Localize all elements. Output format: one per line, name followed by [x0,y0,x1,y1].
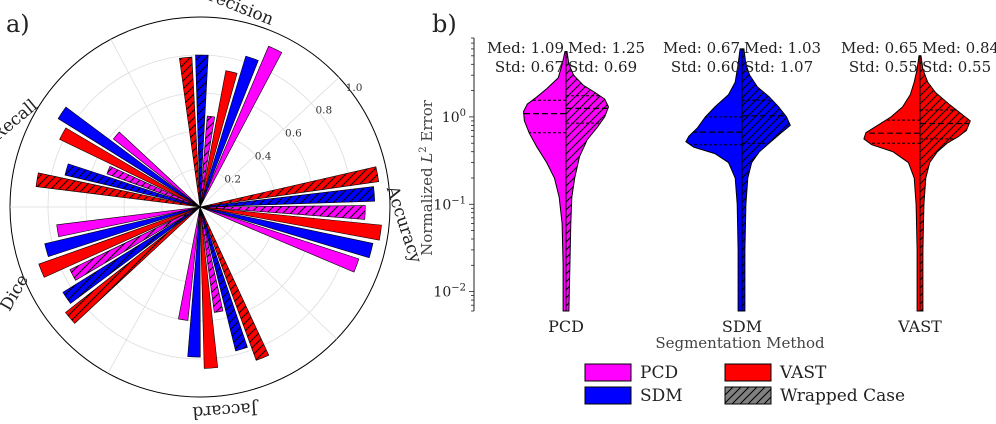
polar-bar-accuracy-pcd-wrapped-hatch [200,205,366,220]
polar-bar-precision-pcd-wrapped-hatch [200,116,215,207]
stat-sdm-normal-std: Std: 0.60 [671,58,740,76]
y-tick-label: 10−2 [433,283,466,301]
stat-pcd-wrapped-median: Med: 1.25 [568,39,645,57]
x-tick-label-sdm: SDM [722,317,762,336]
stat-pcd-normal-median: Med: 1.09 [487,39,564,57]
violin-chart: b) 100 10−1 10−2 Normalized L2 Error Segment… [418,10,996,406]
polar-spoke [199,77,340,208]
x-tick-label-pcd: PCD [548,317,584,336]
violins [522,48,971,312]
legend-swatch-pcd [584,363,632,382]
polar-bar-recall-sdm [57,106,201,208]
polar-bar-dice-pcd [56,206,201,238]
violin-vast-normal [863,55,921,312]
legend-label-vast: VAST [779,363,827,383]
y-axis-title: Normalized L2 Error [418,99,436,256]
polar-rtick-label: 0.4 [255,151,272,163]
panel-a-label: a) [6,10,30,38]
polar-spoke [107,206,201,374]
polar-bar-jaccard-pcd-wrapped-hatch [200,207,223,313]
polar-spoke [110,39,201,208]
legend-swatch-vast [724,363,772,382]
x-tick-label-vast: VAST [897,317,942,336]
legend: PCD SDM VAST Wrapped Case [584,363,905,406]
polar-bar-dice-sdm [44,206,201,257]
stat-pcd-normal-std: Std: 0.67 [495,58,564,76]
polar-bar-accuracy-sdm-wrapped-hatch [200,186,375,207]
polar-rtick-label: 1.0 [346,82,363,94]
polar-radial-ticks: 0.2 0.4 0.6 0.8 1.0 [224,82,362,186]
polar-rtick-label: 0.8 [315,105,332,117]
polar-bar-jaccard-vast-wrapped-hatch [200,207,269,361]
x-axis-title: Segmentation Method [655,334,825,352]
polar-bar-dice-vast [38,206,201,278]
polar-bar-dice-vast-wrapped-hatch [65,207,201,324]
polar-bar-accuracy-pcd [199,206,360,273]
violin-axes: 100 10−1 10−2 Normalized L2 Error Segmentati… [418,37,942,352]
polar-metric-label-precision: Precision [195,0,277,30]
stat-vast-wrapped-median: Med: 0.84 [922,39,996,57]
polar-bar-jaccard-sdm-wrapped-hatch [200,207,248,351]
stat-pcd-wrapped-std: Std: 0.69 [568,58,637,76]
polar-bar-accuracy-vast [199,206,382,241]
polar-bar-jaccard-vast [199,206,219,369]
violin-pcd-normal [522,51,567,312]
stat-sdm-normal-median: Med: 0.67 [663,39,740,57]
polar-bar-accuracy-vast-wrapped-hatch [200,166,379,207]
stat-sdm-wrapped-std: Std: 1.07 [744,58,813,76]
polar-chart: a) 0.20.40.60.81.0 PrecisionAccuracyJacc… [0,0,426,422]
violin-sdm-wrapped-hatch [742,48,791,312]
polar-rtick-label: 0.2 [224,173,241,185]
violin-vast-wrapped-hatch [920,55,971,311]
polar-bar-recall-pcd [112,131,201,208]
polar-bar-jaccard-sdm [187,206,201,358]
polar-bar-accuracy-sdm [199,206,374,259]
polar-bar-recall-vast-wrapped-hatch [36,172,200,207]
polar-bar-precision-vast [199,70,238,208]
polar-bar-dice-sdm-wrapped-hatch [62,207,201,304]
polar-bar-precision-sdm-wrapped-hatch [195,55,209,207]
legend-label-sdm: SDM [640,386,683,406]
polar-bar-precision-pcd [199,45,283,208]
legend-label-wrapped-case: Wrapped Case [780,386,905,406]
polar-spoke [199,206,337,340]
polar-bar-precision-vast-wrapped-hatch [179,57,200,207]
polar-metric-label-dice: Dice [0,271,33,314]
polar-bar-jaccard-pcd [178,206,201,321]
stat-vast-normal-std: Std: 0.55 [849,58,918,76]
polar-bar-recall-pcd-wrapped-hatch [106,166,200,207]
polar-metric-label-recall: Recall [0,96,42,146]
panel-b-label: b) [432,10,457,38]
legend-swatch-hatch [725,387,771,404]
y-tick-label: 100 [442,108,466,126]
polar-metric-label-jaccard: Jaccard [192,398,260,423]
violin-sdm-normal [685,48,743,312]
stat-vast-wrapped-std: Std: 0.55 [922,58,991,76]
legend-label-pcd: PCD [640,363,678,383]
polar-bar-dice-pcd-wrapped-hatch [69,207,201,281]
polar-bars [35,45,382,369]
y-tick-label: 10−1 [433,195,466,213]
violin-pcd-wrapped-hatch [566,51,609,311]
stat-sdm-wrapped-median: Med: 1.03 [744,39,821,57]
polar-bar-precision-sdm [199,55,259,208]
legend-swatch-sdm [584,386,632,405]
polar-bar-recall-sdm-wrapped-hatch [65,163,200,207]
polar-rtick-label: 0.6 [285,128,302,140]
polar-bar-recall-vast [59,127,201,208]
stat-vast-normal-median: Med: 0.65 [841,39,918,57]
